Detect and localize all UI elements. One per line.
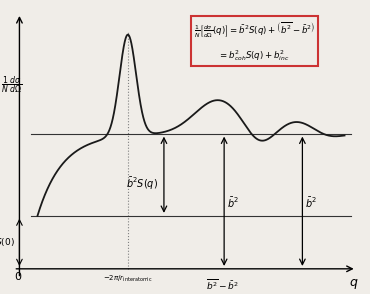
Text: q: q xyxy=(350,276,357,289)
Text: $\bar{b}^2S(0)$: $\bar{b}^2S(0)$ xyxy=(0,235,15,249)
Text: 0: 0 xyxy=(14,273,21,283)
Text: $\overline{b^2} - \bar{b}^2$: $\overline{b^2} - \bar{b}^2$ xyxy=(206,277,239,293)
Text: $\bar{b}^2$: $\bar{b}^2$ xyxy=(305,196,317,210)
Text: $-2\pi/r_{\rm interatomic}$: $-2\pi/r_{\rm interatomic}$ xyxy=(103,274,152,284)
Text: $\frac{1\ d\sigma}{N\ d\Omega}$: $\frac{1\ d\sigma}{N\ d\Omega}$ xyxy=(1,75,23,96)
Text: $\bar{b}^2S(q)$: $\bar{b}^2S(q)$ xyxy=(126,176,158,192)
Text: $\bar{b}^2$: $\bar{b}^2$ xyxy=(227,196,239,210)
Text: $\frac{1}{N}\left[\frac{d\sigma}{d\Omega}(q)\right] = \bar{b}^2 S(q) + \left(\ov: $\frac{1}{N}\left[\frac{d\sigma}{d\Omega… xyxy=(194,21,315,63)
